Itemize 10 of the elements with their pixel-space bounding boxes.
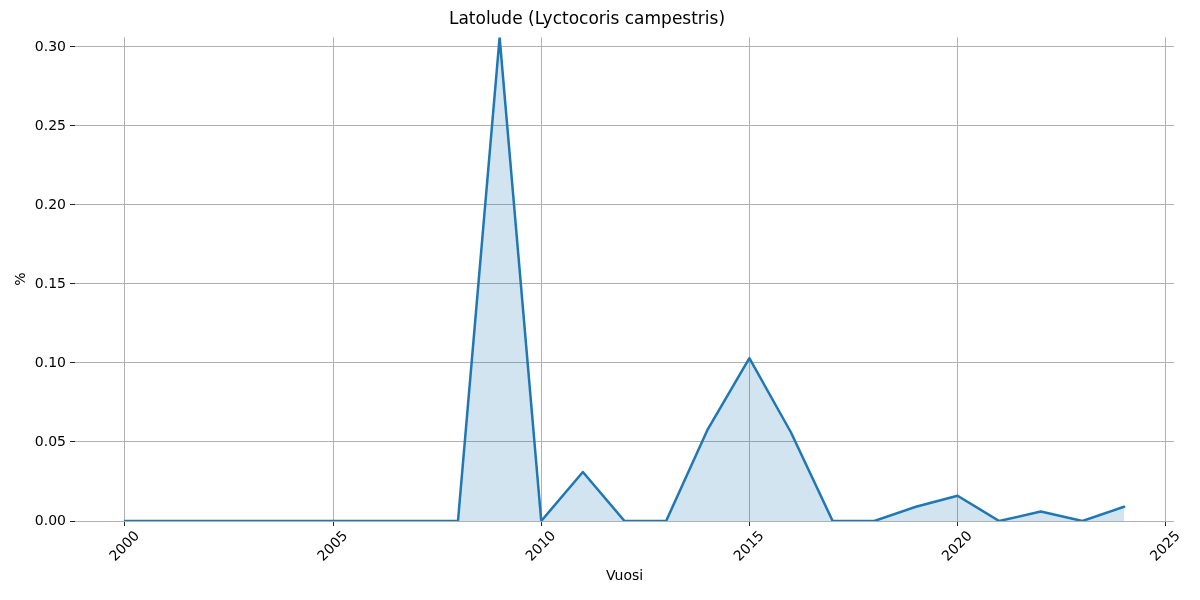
y-tick-label: 0.10 (34, 353, 66, 370)
y-axis-title: % (12, 272, 29, 286)
y-tick-label: 0.05 (34, 432, 66, 449)
x-axis-title: Vuosi (605, 567, 644, 584)
y-tick-label: 0.30 (34, 37, 66, 54)
y-tick-label: 0.20 (34, 195, 66, 212)
chart-title: Latolude (Lyctocoris campestris) (448, 7, 726, 28)
y-tick-label: 0.25 (34, 116, 66, 133)
y-tick-label: 0.15 (34, 274, 66, 291)
y-tick-label: 0.00 (34, 511, 66, 528)
